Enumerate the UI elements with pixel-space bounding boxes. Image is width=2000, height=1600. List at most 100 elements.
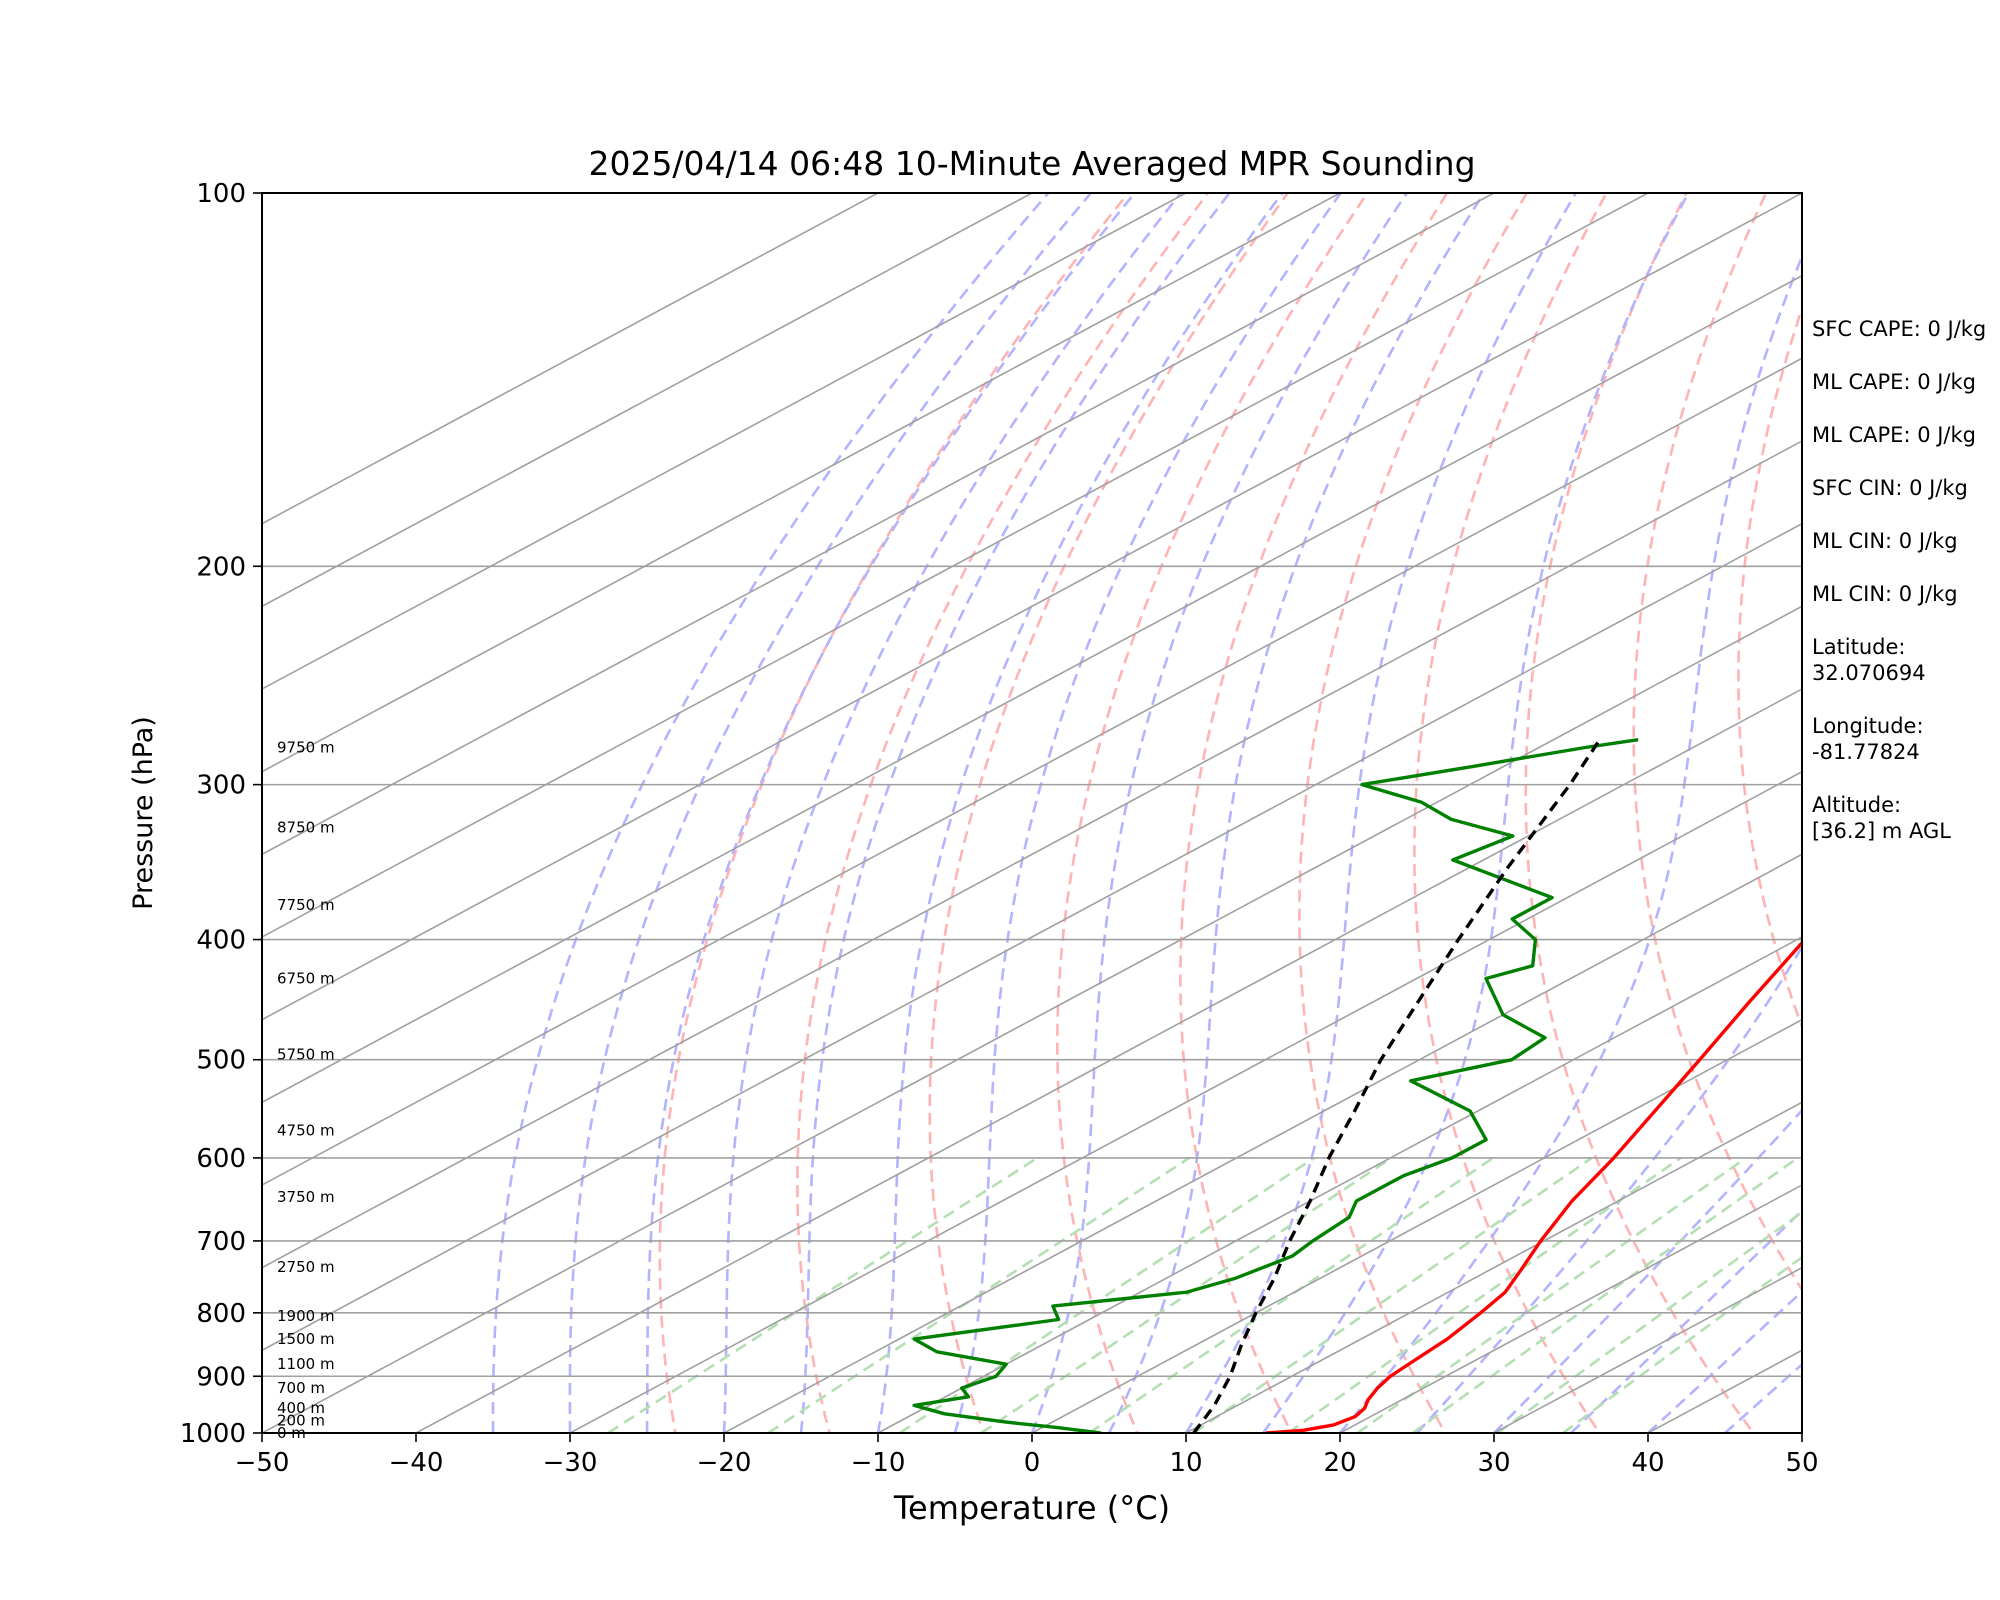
info-ml-cin-2: ML CIN: 0 J/kg	[1812, 582, 1958, 606]
isotherm	[722, 853, 1802, 1433]
isotherm	[414, 688, 1802, 1433]
isotherm	[262, 193, 1802, 1021]
x-tick-label: −50	[235, 1448, 290, 1478]
height-label: 200 m	[277, 1411, 325, 1429]
moist-adiabat	[876, 193, 1284, 1433]
isotherm	[262, 605, 1802, 1433]
dry-adiabat	[1632, 193, 1802, 1292]
y-tick-label: 200	[196, 552, 246, 582]
mixing-ratio-line	[980, 1156, 1393, 1433]
info-sfc-cin: SFC CIN: 0 J/kg	[1812, 476, 1968, 500]
isotherm	[568, 770, 1802, 1433]
height-label: 8750 m	[277, 819, 335, 837]
x-tick-label: 10	[1169, 1448, 1202, 1478]
x-tick-label: 30	[1477, 1448, 1510, 1478]
x-tick-label: 40	[1631, 1448, 1664, 1478]
x-tick-label: 50	[1785, 1448, 1818, 1478]
mixing-ratio-line	[899, 1156, 1315, 1433]
info-altitude: Altitude: [36.2] m AGL	[1812, 793, 1951, 843]
y-axis-label: Pressure (hPa)	[128, 716, 159, 910]
x-tick-label: −40	[389, 1448, 444, 1478]
height-label: 1500 m	[277, 1330, 335, 1348]
mixing-ratio-line	[607, 1156, 1039, 1433]
x-tick-label: 20	[1323, 1448, 1356, 1478]
x-tick-label: −10	[851, 1448, 906, 1478]
height-label: 7750 m	[277, 896, 335, 914]
info-ml-cin-1: ML CIN: 0 J/kg	[1812, 529, 1958, 553]
height-label: 400 m	[277, 1399, 325, 1417]
dry-adiabat	[928, 193, 1290, 1433]
height-label: 1900 m	[277, 1307, 335, 1325]
sounding-info-panel: SFC CAPE: 0 J/kg ML CAPE: 0 J/kg ML CAPE: …	[1812, 316, 2000, 871]
height-label: 5750 m	[277, 1045, 335, 1063]
moist-adiabat	[722, 193, 1182, 1433]
moist-adiabat	[491, 193, 1050, 1433]
isotherm	[262, 193, 880, 525]
y-tick-label: 500	[196, 1046, 246, 1076]
y-tick-label: 400	[196, 926, 246, 956]
y-tick-label: 1000	[180, 1419, 246, 1449]
isotherm	[262, 193, 1034, 608]
moist-adiabat	[1338, 253, 1802, 1433]
temperature-line	[1265, 940, 1802, 1433]
height-label: 2750 m	[277, 1258, 335, 1276]
isotherm	[1030, 1018, 1802, 1433]
isotherm	[262, 274, 1802, 1104]
dry-adiabat	[1737, 304, 1802, 1031]
moist-adiabat	[568, 193, 1092, 1433]
moist-adiabat	[645, 193, 1136, 1433]
data-lines	[912, 738, 1802, 1433]
height-label: 0 m	[277, 1424, 306, 1442]
moist-adiabat	[1030, 193, 1408, 1433]
x-tick-label: −30	[543, 1448, 598, 1478]
axes: −50 −40 −30 −20 −10 0 10 20 30 40 50 1000 900 800 700 6…	[180, 179, 1819, 1478]
isotherm	[1338, 1184, 1802, 1433]
height-label: 700 m	[277, 1379, 325, 1397]
dry-adiabat	[1179, 193, 1449, 1433]
y-tick-label: 600	[196, 1144, 246, 1174]
moist-adiabat	[1107, 193, 1485, 1433]
moist-adiabat	[1261, 193, 1690, 1433]
dry-adiabat	[796, 193, 1210, 1433]
height-label: 4750 m	[277, 1121, 335, 1139]
moist-adiabat	[1416, 944, 1802, 1433]
moist-adiabat	[1184, 193, 1577, 1433]
height-label: 9750 m	[277, 738, 335, 756]
isotherm	[262, 357, 1802, 1186]
dry-adiabat	[1298, 193, 1529, 1433]
info-ml-cape-2: ML CAPE: 0 J/kg	[1812, 423, 1977, 447]
x-axis-label: Temperature (°C)	[893, 1489, 1170, 1527]
y-tick-label: 300	[196, 771, 246, 801]
isotherm	[262, 522, 1802, 1352]
x-tick-label: 0	[1024, 1448, 1041, 1478]
y-tick-label: 100	[196, 179, 246, 209]
dry-adiabat	[1056, 193, 1369, 1433]
y-tick-label: 700	[196, 1227, 246, 1257]
height-label: 6750 m	[277, 970, 335, 988]
moist-adiabat	[799, 193, 1231, 1433]
parcel-line	[1192, 738, 1602, 1433]
isotherm	[262, 193, 1496, 856]
dry-adiabat	[1413, 193, 1608, 1433]
info-latitude: Latitude: 32.070694	[1812, 635, 1926, 685]
moist-adiabat	[953, 193, 1342, 1433]
isotherm	[262, 193, 1650, 938]
x-tick-label: −20	[697, 1448, 752, 1478]
height-label: 3750 m	[277, 1188, 335, 1206]
info-sfc-cape: SFC CAPE: 0 J/kg	[1812, 317, 1987, 341]
mixing-ratio-line	[1562, 1255, 1802, 1433]
isotherm	[262, 193, 1188, 690]
isotherm	[262, 193, 1342, 773]
dewpoint-line	[912, 738, 1639, 1433]
height-label: 1100 m	[277, 1355, 335, 1373]
background-lines	[262, 193, 1802, 1433]
isotherm	[876, 936, 1802, 1433]
y-tick-label: 800	[196, 1299, 246, 1329]
isotherm	[262, 440, 1802, 1269]
y-tick-label: 900	[196, 1362, 246, 1392]
info-ml-cape-1: ML CAPE: 0 J/kg	[1812, 370, 1977, 394]
mixing-ratio-line	[1287, 1156, 1682, 1433]
chart-title: 2025/04/14 06:48 10-Minute Averaged MPR …	[588, 144, 1475, 183]
